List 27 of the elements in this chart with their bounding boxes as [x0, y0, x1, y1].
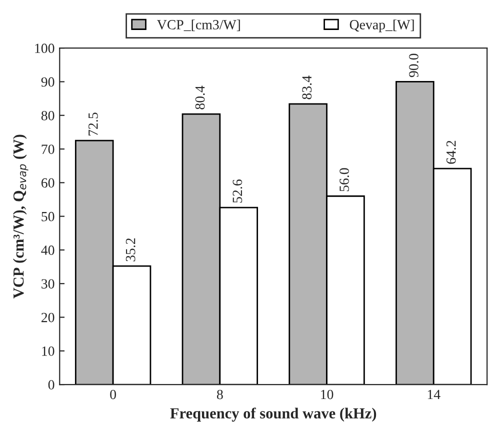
y-tick-label: 20 — [42, 312, 54, 322]
data-label: 52.6 — [232, 180, 242, 203]
y-axis-title: VCP (cm³/W), Q$_{evap}$ (W) — [12, 134, 28, 298]
x-tick-label: 0 — [110, 390, 116, 400]
data-label: 83.4 — [302, 76, 312, 100]
legend-label: Qevap_[W] — [350, 20, 414, 32]
y-tick-label: 50 — [42, 212, 54, 222]
y-tick-label: 10 — [42, 346, 54, 356]
y-tick-label: 100 — [35, 44, 54, 54]
y-tick-label: 0 — [48, 380, 54, 390]
y-tick-label: 40 — [41, 246, 54, 255]
data-label: 72.5 — [88, 112, 98, 136]
data-label: 80.4 — [195, 86, 205, 110]
data-label: 64.2 — [446, 140, 456, 164]
y-tick-label: 30 — [42, 279, 54, 289]
y-tick-label: 80 — [41, 110, 54, 120]
y-tick-label: 90 — [41, 77, 54, 87]
legend-label: VCP_[cm3/W] — [157, 20, 240, 32]
x-axis-title: Frequency of sound wave (kHz) — [170, 408, 376, 422]
data-label: 56.0 — [340, 168, 350, 192]
x-tick-label: 14 — [428, 390, 440, 400]
x-tick-label: 8 — [216, 390, 223, 400]
data-label: 35.2 — [126, 238, 136, 262]
y-tick-label: 60 — [41, 178, 54, 188]
x-tick-label: 10 — [321, 390, 334, 400]
y-tick-label: 70 — [42, 144, 54, 154]
data-label: 90.0 — [409, 54, 418, 78]
